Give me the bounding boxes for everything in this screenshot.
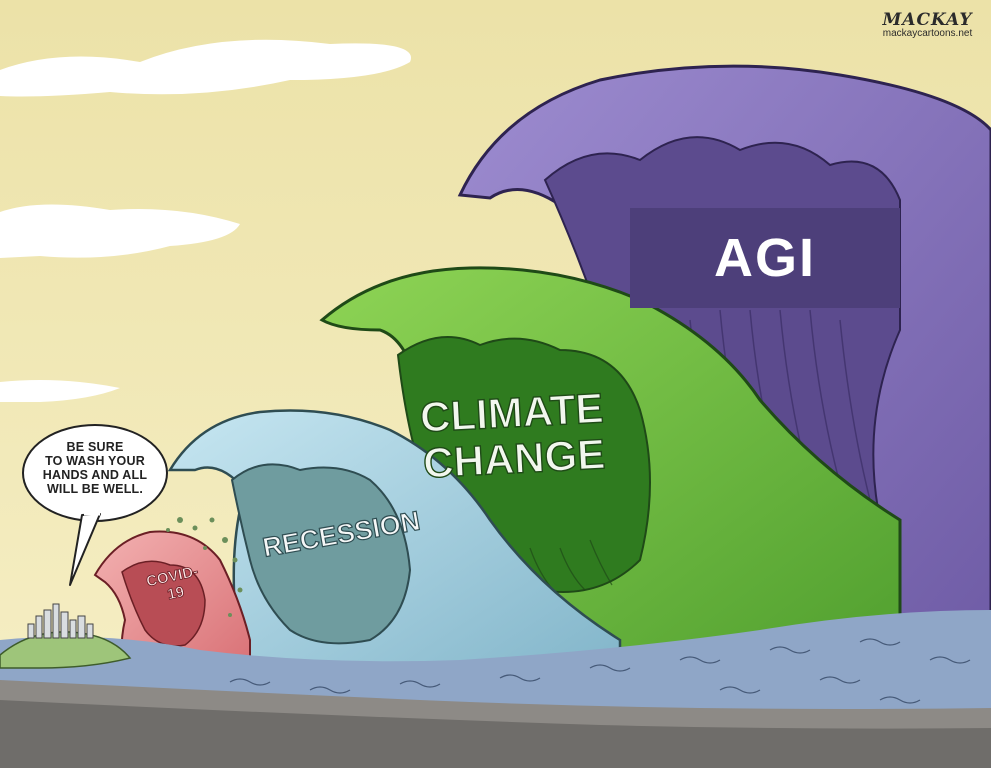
- clouds: [0, 39, 411, 402]
- speech-line-1: BE SURE: [66, 440, 124, 454]
- speech-bubble-text: BE SURE TO WASH YOUR HANDS AND ALL WILL …: [30, 440, 160, 496]
- speech-bubble: [22, 424, 168, 586]
- recession-wave: [167, 409, 622, 702]
- virus-particles: [166, 517, 243, 617]
- city-island: [0, 603, 132, 669]
- agi-label: AGI: [630, 208, 900, 308]
- covid-wave: [93, 530, 251, 681]
- signature-site: mackaycartoons.net: [882, 28, 973, 39]
- climate-change-label: CLIMATE CHANGE: [416, 384, 611, 488]
- speech-line-4: WILL BE WELL.: [46, 482, 144, 496]
- shore-shadow: [0, 700, 991, 768]
- speech-line-3: HANDS AND ALL: [42, 468, 148, 482]
- speech-line-2: TO WASH YOUR: [45, 454, 145, 468]
- signature-name: MACKAY: [882, 10, 973, 30]
- cartoonist-signature: MACKAY mackaycartoons.net: [870, 10, 985, 39]
